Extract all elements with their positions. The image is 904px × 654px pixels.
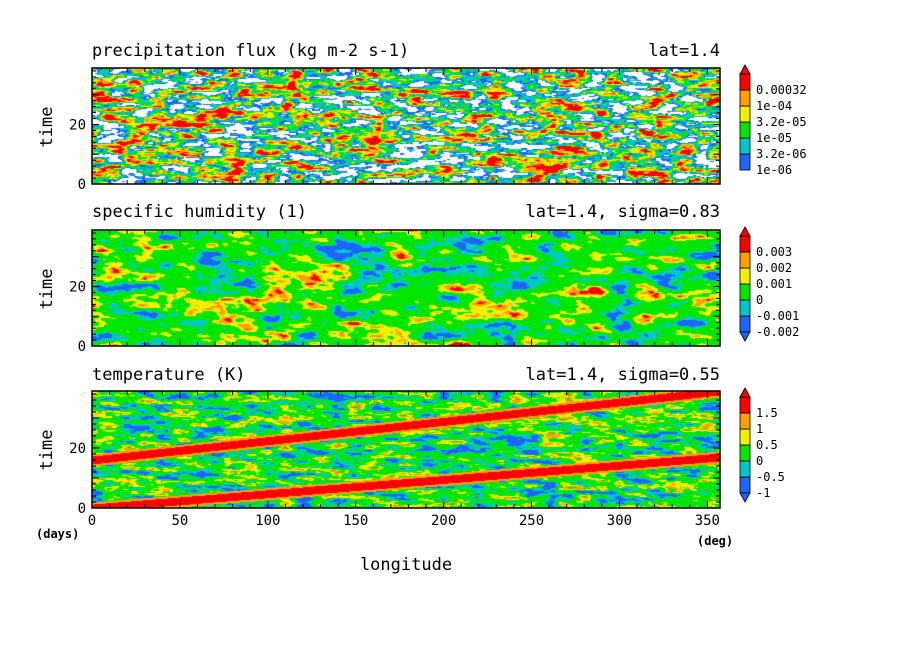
y-tick-label: 0 [78,339,86,355]
colorbar-label: 0 [756,454,763,468]
x-tick-label: 250 [519,513,544,529]
colorbar-swatch [739,315,751,333]
colorbar-swatch [739,89,751,107]
colorbar-label: 1.5 [756,406,778,420]
panel-temperature: temperature (K) lat=1.4, sigma=0.55 020 … [37,365,785,517]
y-ticks: 0 20 [69,232,720,355]
x-tick-label: 50 [171,513,188,529]
y-tick-label: 0 [78,501,86,517]
colorbar-label: 3.2e-06 [756,147,807,161]
x-ticks [91,230,708,346]
x-tick-labels: 0 50 100 150 200 250 300 350 [88,513,720,529]
colorbar-swatch [739,153,751,171]
colorbar-swatch [739,121,751,139]
colorbar-swatch [739,251,751,269]
colorbar-swatch [739,412,751,430]
colorbar-label: 0.00032 [756,83,807,97]
colorbar-swatch [739,267,751,285]
colorbar: 1e-06 3.2e-06 1e-05 3.2e-05 1e-04 0.00032 [739,64,807,177]
x-tick-label: 150 [343,513,368,529]
colorbar-extend-top [739,64,751,75]
colorbar-swatch [739,73,751,91]
colorbar-swatch [739,444,751,462]
colorbar-swatch [739,283,751,301]
plot-frame [91,67,721,185]
plot-frame [91,390,721,509]
heatmap-image [92,68,720,184]
colorbar-label: 0.5 [756,438,778,452]
y-axis-label: time [37,107,57,148]
y-ticks: 0 20 [69,393,720,517]
colorbar-extend-top [739,387,751,398]
panel-title: specific humidity (1) [92,202,307,222]
panel-precipitation: precipitation flux (kg m-2 s-1) lat=1.4 … [37,41,807,193]
colorbar-label: 3.2e-05 [756,115,807,129]
heatmap-image [92,230,720,346]
x-tick-label: 300 [607,513,632,529]
colorbar-extend-top [739,226,751,237]
colorbar: -0.002 -0.001 0 0.001 0.002 0.003 [739,226,799,342]
colorbar-label: 1e-06 [756,163,792,177]
x-axis-label: longitude [360,555,452,575]
x-ticks [91,391,708,508]
colorbar-swatch [739,428,751,446]
x-unit-left: (days) [36,527,79,541]
heatmap-image [92,391,720,508]
colorbar-label: 1e-04 [756,99,792,113]
colorbar-swatch [739,235,751,253]
plot-frame [91,229,721,347]
colorbar-label: 0.003 [756,245,792,259]
colorbar-swatch [739,396,751,414]
colorbar-label: 0.001 [756,277,792,291]
y-axis-label: time [37,430,57,471]
panel-title-right: lat=1.4, sigma=0.83 [526,202,720,222]
panel-title: temperature (K) [92,365,246,385]
y-ticks: 0 20 [69,70,720,193]
panel-title-right: lat=1.4, sigma=0.55 [526,365,720,385]
colorbar-swatch [739,299,751,317]
colorbar-swatch [739,105,751,123]
y-axis-label: time [37,269,57,310]
x-ticks [91,68,708,184]
colorbar-label: 0 [756,293,763,307]
panel-title: precipitation flux (kg m-2 s-1) [92,41,409,61]
x-tick-label: 100 [255,513,280,529]
colorbar: -1 -0.5 0 0.5 1 1.5 [739,387,785,503]
colorbar-label: -0.002 [756,325,799,339]
y-tick-label: 0 [78,177,86,193]
colorbar-swatch [739,137,751,155]
x-tick-label: 350 [695,513,720,529]
colorbar-label: -1 [756,486,770,500]
x-tick-label: 200 [431,513,456,529]
colorbar-swatch [739,476,751,494]
panel-humidity: specific humidity (1) lat=1.4, sigma=0.8… [37,202,799,355]
colorbar-label: 1 [756,422,763,436]
colorbar-label: -0.5 [756,470,785,484]
colorbar-label: 0.002 [756,261,792,275]
y-tick-label: 20 [69,118,86,134]
y-tick-label: 20 [69,280,86,296]
x-unit-right: (deg) [697,534,733,548]
colorbar-swatch [739,460,751,478]
colorbar-label: 1e-05 [756,131,792,145]
colorbar-label: -0.001 [756,309,799,323]
x-tick-label: 0 [88,513,96,529]
colorbar-extend-bottom [739,492,751,503]
y-tick-label: 20 [69,441,86,457]
colorbar-extend-bottom [739,331,751,342]
panel-title-right: lat=1.4 [648,41,720,61]
